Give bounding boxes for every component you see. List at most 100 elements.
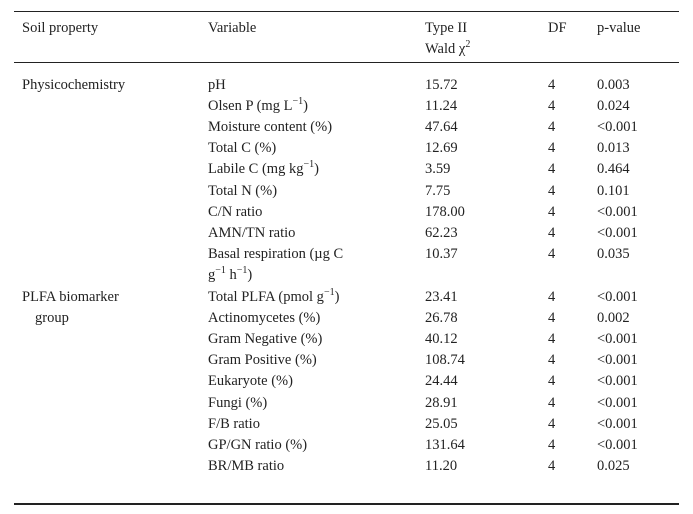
value-cell: 4	[548, 182, 556, 199]
value-cell: 4	[548, 224, 556, 241]
text: )	[247, 267, 253, 284]
text: Gram Negative (%)	[208, 330, 323, 347]
value-cell: <0.001	[597, 373, 638, 390]
value-cell: 47.64	[425, 118, 458, 135]
value-cell: 4	[548, 309, 556, 326]
value-cell: 4	[548, 330, 556, 347]
value-cell: 0.003	[597, 76, 630, 93]
text: Labile C (mg kg	[208, 161, 304, 178]
value-cell: 0.101	[597, 182, 630, 199]
value-cell: <0.001	[597, 415, 638, 432]
value-cell: 4	[548, 161, 556, 178]
superscript: −1	[323, 286, 335, 298]
value-cell: 7.75	[425, 182, 451, 199]
variable-cell: Fungi (%)	[208, 393, 267, 414]
variable-cell: BR/MB ratio	[208, 456, 284, 477]
value-cell: 12.69	[425, 140, 458, 157]
superscript: 2	[465, 38, 471, 50]
value-cell: 0.035	[597, 246, 630, 263]
value-cell: 0.025	[597, 458, 630, 475]
value-cell: 24.44	[425, 373, 458, 390]
value-cell: <0.001	[597, 436, 638, 453]
value-cell: <0.001	[597, 288, 638, 305]
group-label: PLFA biomarker group	[22, 287, 119, 329]
variable-cell: Moisture content (%)	[208, 117, 332, 138]
header-cell: Variable	[208, 19, 257, 36]
value-cell: 4	[548, 203, 556, 220]
superscript: −1	[303, 159, 315, 171]
variable-cell: GP/GN ratio (%)	[208, 435, 307, 456]
variable-cell: Actinomycetes (%)	[208, 308, 320, 329]
text: Actinomycetes (%)	[208, 309, 321, 326]
value-cell: 0.024	[597, 97, 630, 114]
value-cell: 4	[548, 352, 556, 369]
text: Physicochemistry	[22, 76, 126, 93]
value-cell: 4	[548, 436, 556, 453]
variable-cell: Eukaryote (%)	[208, 371, 293, 392]
value-cell: 4	[548, 288, 556, 305]
value-cell: 131.64	[425, 436, 465, 453]
text: Total N (%)	[208, 182, 278, 199]
value-cell: 4	[548, 118, 556, 135]
value-cell: 0.013	[597, 140, 630, 157]
text: pH	[208, 76, 226, 93]
text: Total C (%)	[208, 140, 277, 157]
variable-cell: F/B ratio	[208, 414, 260, 435]
text: C/N ratio	[208, 203, 263, 220]
variable-cell: AMN/TN ratio	[208, 223, 295, 244]
text: Gram Positive (%)	[208, 352, 317, 369]
text: F/B ratio	[208, 415, 260, 432]
value-cell: 25.05	[425, 415, 458, 432]
value-cell: 28.91	[425, 394, 458, 411]
variable-cell: Gram Negative (%)	[208, 329, 322, 350]
value-cell: 11.24	[425, 97, 458, 114]
top-rule	[14, 11, 679, 12]
text: GP/GN ratio (%)	[208, 436, 308, 453]
value-cell: 0.464	[597, 161, 630, 178]
text: )	[334, 288, 340, 305]
variable-cell: Total N (%)	[208, 181, 277, 202]
variable-cell: Total C (%)	[208, 138, 276, 159]
value-cell: 178.00	[425, 203, 465, 220]
text: Fungi (%)	[208, 394, 268, 411]
text: PLFA biomarker	[22, 288, 119, 305]
text: g	[208, 267, 216, 284]
text: Basal respiration (µg C	[208, 246, 344, 263]
header-rule	[14, 62, 679, 63]
value-cell: 62.23	[425, 224, 458, 241]
value-cell: 3.59	[425, 161, 451, 178]
text: h	[225, 267, 237, 284]
text: Total PLFA (pmol g	[208, 288, 324, 305]
value-cell: 26.78	[425, 309, 458, 326]
text: AMN/TN ratio	[208, 224, 296, 241]
text: group	[35, 309, 69, 326]
value-cell: 40.12	[425, 330, 458, 347]
value-cell: <0.001	[597, 394, 638, 411]
value-cell: 108.74	[425, 352, 465, 369]
text: Olsen P (mg L	[208, 97, 293, 114]
variable-cell: pH	[208, 75, 226, 96]
text: )	[314, 161, 319, 178]
variable-cell: Labile C (mg kg−1)	[208, 159, 319, 180]
value-cell: 4	[548, 373, 556, 390]
text: Eukaryote (%)	[208, 373, 293, 390]
group-label: Physicochemistry	[22, 75, 125, 96]
value-cell: <0.001	[597, 118, 638, 135]
text: Moisture content (%)	[208, 118, 333, 135]
header-cell: p-value	[597, 19, 641, 36]
variable-cell: C/N ratio	[208, 202, 262, 223]
value-cell: 4	[548, 76, 556, 93]
value-cell: <0.001	[597, 224, 638, 241]
value-cell: 4	[548, 97, 556, 114]
header-cell: DF	[548, 19, 567, 36]
superscript: −1	[215, 265, 226, 277]
value-cell: 4	[548, 458, 556, 475]
variable-cell: Olsen P (mg L−1)	[208, 96, 308, 117]
value-cell: 11.20	[425, 458, 458, 475]
value-cell: <0.001	[597, 203, 638, 220]
value-cell: 4	[548, 415, 556, 432]
value-cell: 4	[548, 140, 556, 157]
value-cell: 0.002	[597, 309, 630, 326]
